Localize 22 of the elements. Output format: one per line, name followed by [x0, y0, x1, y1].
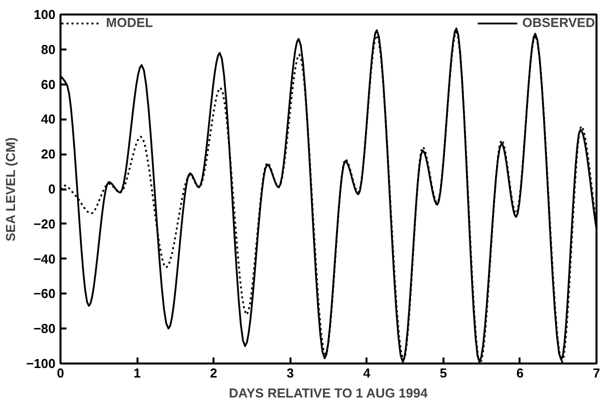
y-tick-label: −100 [26, 356, 56, 371]
y-tick-label: −80 [33, 321, 56, 336]
x-tick-label: 2 [210, 366, 218, 380]
x-tick-label: 5 [440, 366, 447, 380]
legend-label: OBSERVED [522, 15, 595, 30]
y-tick-label: 80 [41, 42, 56, 57]
x-tick-label: 1 [133, 366, 141, 380]
y-tick-label: 0 [48, 182, 56, 196]
legend-label: MODEL [106, 15, 153, 30]
y-tick-label: 100 [34, 7, 56, 22]
x-tick-label: 6 [516, 366, 524, 380]
y-tick-label: 40 [41, 112, 56, 127]
x-tick-label: 4 [363, 366, 372, 380]
x-tick-label: 7 [592, 366, 600, 380]
x-tick-label: 3 [286, 366, 294, 380]
y-tick-label: 60 [41, 76, 56, 92]
y-tick-label: −40 [33, 251, 56, 266]
y-axis-title: SEA LEVEL (CM) [3, 137, 18, 242]
y-tick-label: 20 [41, 146, 56, 162]
x-axis-title: DAYS RELATIVE TO 1 AUG 1994 [228, 386, 428, 400]
y-tick-label: −60 [33, 286, 56, 302]
y-tick-label: −20 [33, 216, 56, 232]
